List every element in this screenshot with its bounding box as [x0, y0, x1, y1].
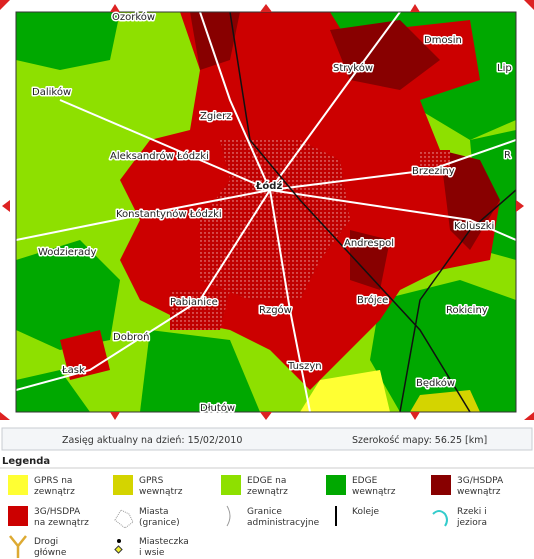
place-label: Dobroń	[113, 331, 150, 343]
legend-label: (granice)	[139, 518, 180, 528]
place-label: R	[504, 150, 511, 161]
place-label: Ozorków	[112, 11, 155, 23]
legend-label: Granice	[247, 507, 282, 517]
place-label: Koluszki	[454, 221, 494, 232]
legend-label: wewnątrz	[352, 487, 396, 497]
place-label: Wodzierady	[38, 247, 97, 258]
place-label: Stryków	[333, 62, 373, 74]
place-label: Brójce	[357, 294, 388, 306]
place-label: Dmosin	[424, 35, 462, 46]
place-label: Zgierz	[200, 111, 232, 122]
legend-label: wewnątrz	[457, 487, 501, 497]
legend-label: administracyjne	[247, 518, 320, 528]
legend-title: Legenda	[2, 456, 50, 467]
icon	[9, 535, 27, 558]
swatch	[113, 475, 133, 495]
icon	[432, 510, 448, 527]
place-label: Brzeziny	[412, 166, 455, 177]
place-label: Dalików	[32, 86, 71, 98]
swatch	[8, 475, 28, 495]
icon	[117, 539, 121, 543]
legend-label: EDGE	[352, 476, 378, 486]
icon	[114, 509, 134, 529]
legend-label: 3G/HSDPA	[34, 507, 81, 517]
legend-label: GPRS na	[34, 476, 72, 486]
place-label: Andrespol	[344, 238, 394, 249]
info-bar	[1, 427, 533, 451]
place-label: Tuszyn	[287, 361, 322, 372]
legend-label: Rzeki i	[457, 507, 487, 517]
legend-label: Miasta	[139, 507, 169, 517]
legend-label: GPRS	[139, 476, 164, 486]
legend-label: zewnątrz	[34, 487, 75, 497]
place-label: Pabianice	[170, 297, 218, 308]
width-text: Szerokość mapy: 56.25 [km]	[352, 435, 487, 446]
place-label: Będków	[416, 377, 455, 389]
place-label: Łódź	[255, 180, 282, 192]
icon	[226, 505, 231, 527]
icon	[114, 545, 123, 554]
legend-label: Drogi	[34, 537, 58, 547]
legend-label: i wsie	[139, 548, 165, 558]
legend-label: główne	[34, 547, 67, 558]
legend-label: 3G/HSDPA	[457, 476, 504, 486]
place-label: Konstantynów Łódzki	[116, 208, 222, 220]
place-label: Rzgów	[259, 304, 292, 316]
swatch	[8, 506, 28, 526]
place-label: Lip	[497, 63, 512, 74]
pan-arrows[interactable]	[0, 0, 534, 420]
legend-label: jeziora	[456, 518, 487, 528]
map[interactable]	[16, 12, 516, 412]
place-label: Dłutów	[200, 402, 235, 414]
legend-label: Miasteczka	[139, 537, 189, 547]
date-text: Zasięg aktualny na dzień: 15/02/2010	[62, 435, 242, 446]
swatch	[326, 475, 346, 495]
legend-label: zewnątrz	[247, 487, 288, 497]
legend-label: wewnątrz	[139, 487, 183, 497]
place-label: Rokiciny	[446, 305, 488, 316]
legend-label: Koleje	[352, 507, 379, 517]
swatch	[221, 475, 241, 495]
legend-label: EDGE na	[247, 476, 286, 486]
legend-label: na zewnątrz	[34, 518, 89, 528]
place-label: Łask	[61, 365, 85, 376]
swatch	[431, 475, 451, 495]
place-label: Aleksandrów Łódzki	[110, 150, 209, 162]
